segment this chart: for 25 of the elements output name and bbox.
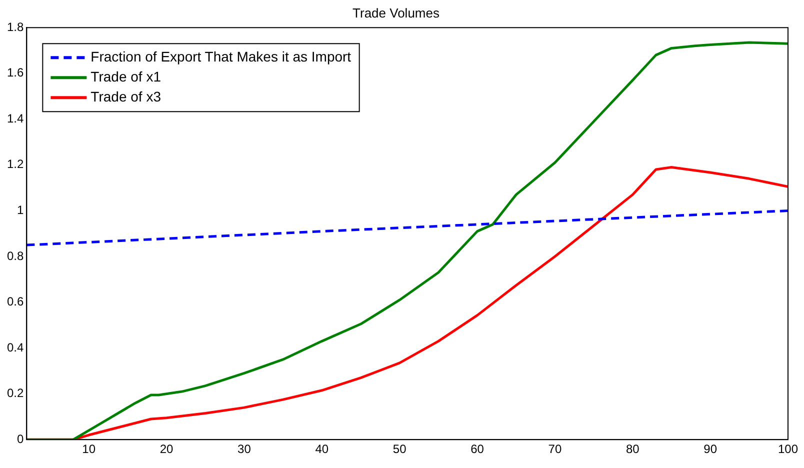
y-tick-label: 0.4 [6,340,24,354]
x-tick-label: 60 [470,442,484,456]
x-tick-label: 30 [238,442,252,456]
x-tick-label: 90 [704,442,718,456]
x-tick-label: 70 [548,442,562,456]
legend-label: Fraction of Export That Makes it as Import [90,48,352,64]
chart-title: Trade Volumes [352,5,440,20]
x-tick-label: 100 [778,442,798,456]
legend-label: Trade of x3 [90,88,162,104]
line-series [26,209,788,246]
x-tick-label: 40 [315,442,329,456]
y-tick-label: 1.4 [6,111,24,126]
x-tick-label: 20 [160,442,174,456]
y-tick-label: 0.6 [6,294,24,309]
x-tick-label: 10 [82,442,96,456]
y-tick-label: 1 [16,203,24,218]
y-tick-label: 1.2 [6,157,24,172]
y-tick-label: 0.8 [6,248,24,263]
x-tick-label: 80 [626,442,640,456]
y-tick-label: 1.8 [6,20,24,34]
y-tick-label: 0.2 [6,386,24,400]
legend-label: Trade of x1 [90,68,162,84]
x-tick-label: 50 [392,442,407,456]
y-tick-label: 1.6 [6,66,24,80]
y-tick-label: 0 [16,432,24,446]
